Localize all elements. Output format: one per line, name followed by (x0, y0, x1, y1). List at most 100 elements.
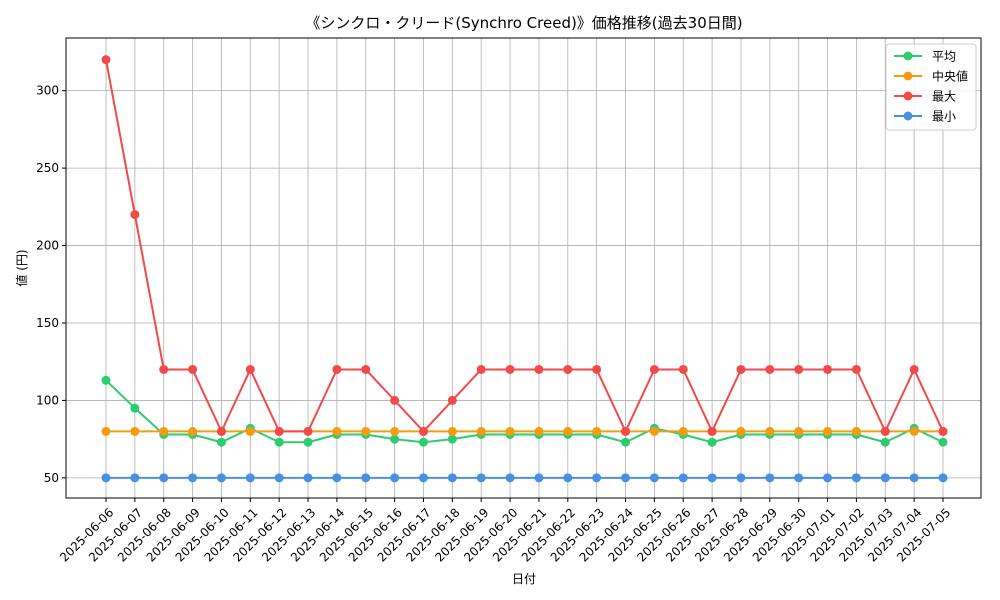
x-axis-label: 日付 (512, 572, 536, 586)
data-point (188, 473, 198, 483)
data-point (823, 364, 833, 374)
data-point (188, 364, 198, 374)
data-point (765, 473, 775, 483)
y-axis-label: 値 (円) (14, 249, 29, 286)
data-point (707, 426, 717, 436)
legend-label: 中央値 (932, 69, 968, 84)
data-point (707, 473, 717, 483)
data-point (447, 426, 457, 436)
data-point (938, 437, 948, 447)
data-point (938, 473, 948, 483)
data-point (101, 473, 111, 483)
data-point (159, 473, 169, 483)
data-point (418, 437, 428, 447)
data-point (303, 437, 313, 447)
data-point (303, 426, 313, 436)
legend-marker (903, 71, 913, 81)
data-point (649, 473, 659, 483)
data-point (476, 473, 486, 483)
series-2 (101, 55, 948, 436)
axes: 2025-06-062025-06-072025-06-082025-06-09… (36, 84, 953, 565)
data-point (678, 426, 688, 436)
data-point (563, 426, 573, 436)
data-point (505, 473, 515, 483)
legend-marker (903, 51, 913, 61)
legend-marker (903, 111, 913, 121)
data-point (678, 364, 688, 374)
data-point (621, 473, 631, 483)
data-point (938, 426, 948, 436)
data-point (361, 364, 371, 374)
data-point (418, 473, 428, 483)
series-3 (101, 473, 948, 483)
data-point (390, 473, 400, 483)
data-point (823, 426, 833, 436)
legend-marker (903, 91, 913, 101)
data-point (765, 364, 775, 374)
data-point (216, 473, 226, 483)
series-line (105, 59, 944, 433)
y-tick-label: 50 (44, 471, 59, 485)
data-point (447, 434, 457, 444)
y-tick-label: 300 (36, 84, 59, 98)
y-tick-label: 250 (36, 161, 59, 175)
data-point (130, 403, 140, 413)
data-point (447, 473, 457, 483)
data-point (621, 437, 631, 447)
data-point (245, 364, 255, 374)
data-point (794, 364, 804, 374)
data-point (418, 426, 428, 436)
data-point (505, 426, 515, 436)
data-point (794, 426, 804, 436)
data-point (159, 426, 169, 436)
data-point (274, 426, 284, 436)
data-point (505, 364, 515, 374)
data-point (823, 473, 833, 483)
data-point (188, 426, 198, 436)
y-tick-label: 100 (36, 393, 59, 407)
data-point (592, 426, 602, 436)
data-point (447, 395, 457, 405)
data-point (390, 426, 400, 436)
data-point (101, 55, 111, 65)
data-point (851, 473, 861, 483)
data-point (245, 473, 255, 483)
legend-label: 平均 (932, 50, 956, 64)
data-point (534, 364, 544, 374)
data-point (101, 426, 111, 436)
data-point (736, 426, 746, 436)
data-point (130, 210, 140, 220)
data-point (534, 426, 544, 436)
data-point (361, 473, 371, 483)
data-point (476, 426, 486, 436)
chart-title: 《シンクロ・クリード(Synchro Creed)》価格推移(過去30日間) (305, 14, 742, 32)
data-point (649, 364, 659, 374)
data-point (736, 364, 746, 374)
legend-box (885, 43, 977, 131)
data-point (563, 364, 573, 374)
data-point (707, 437, 717, 447)
data-point (332, 426, 342, 436)
data-point (274, 437, 284, 447)
data-point (851, 364, 861, 374)
data-point (563, 473, 573, 483)
y-tick-label: 150 (36, 316, 59, 330)
y-tick-label: 200 (36, 239, 59, 253)
data-point (130, 426, 140, 436)
data-point (159, 364, 169, 374)
data-point (390, 395, 400, 405)
data-point (880, 426, 890, 436)
data-point (390, 434, 400, 444)
data-point (130, 473, 140, 483)
series-0 (101, 375, 948, 447)
data-point (303, 473, 313, 483)
data-point (851, 426, 861, 436)
data-point (332, 473, 342, 483)
data-point (678, 473, 688, 483)
data-point (216, 437, 226, 447)
data-point (332, 364, 342, 374)
data-point (592, 364, 602, 374)
data-point (101, 375, 111, 385)
data-point (909, 473, 919, 483)
